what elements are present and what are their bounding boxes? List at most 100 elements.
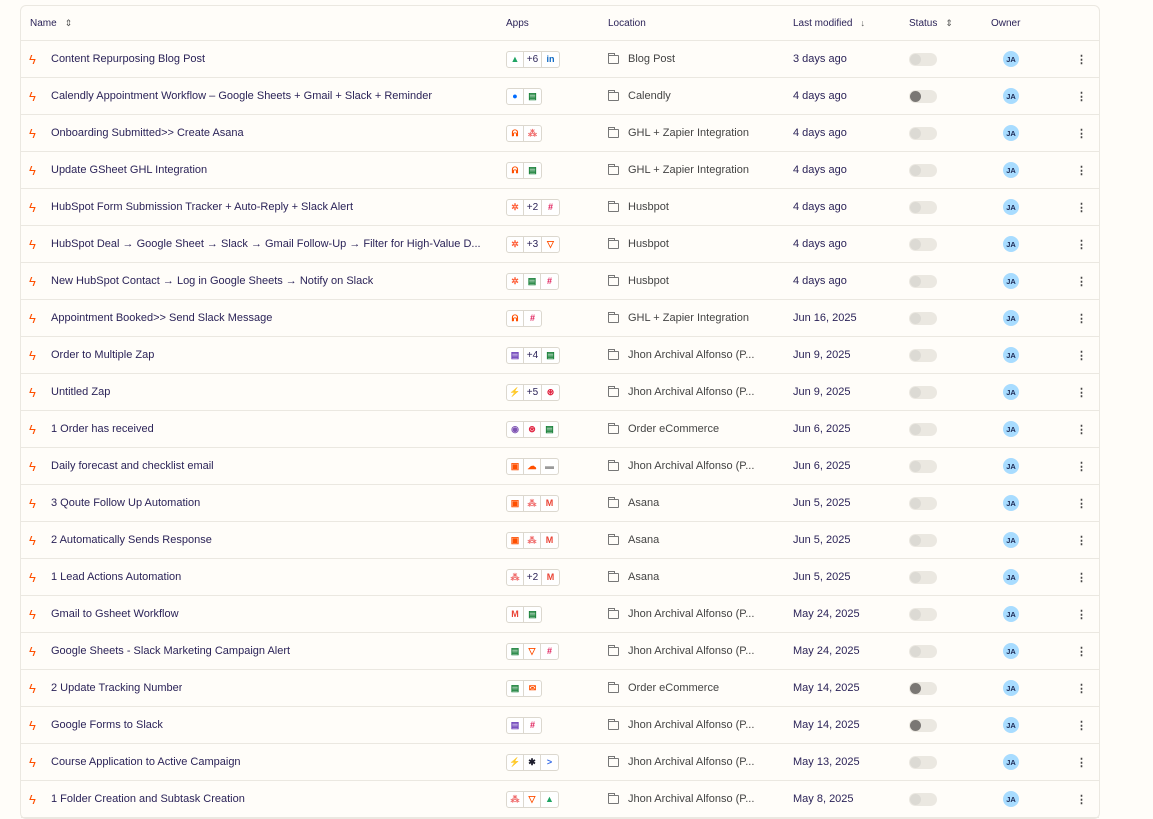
zap-row[interactable]: ϟ Google Forms to Slack ▤ # Jhon Archival … <box>21 707 1099 744</box>
status-toggle[interactable] <box>909 792 937 806</box>
status-column-header[interactable]: Status ⇕ <box>909 18 953 29</box>
zap-name[interactable]: Course Application to Active Campaign <box>51 756 241 768</box>
status-toggle[interactable] <box>909 533 937 547</box>
zap-row[interactable]: ϟ Course Application to Active Campaign ⚡… <box>21 744 1099 781</box>
more-options-icon[interactable]: ⋮ <box>1076 90 1087 103</box>
zap-name[interactable]: HubSpot Deal → Google Sheet → Slack → Gm… <box>51 238 481 250</box>
status-toggle[interactable] <box>909 459 937 473</box>
status-toggle[interactable] <box>909 385 937 399</box>
location-link[interactable]: Jhon Archival Alfonso (P... <box>608 607 754 620</box>
zap-name[interactable]: Daily forecast and checklist email <box>51 460 214 472</box>
status-toggle[interactable] <box>909 274 937 288</box>
more-options-icon[interactable]: ⋮ <box>1076 423 1087 436</box>
status-toggle[interactable] <box>909 496 937 510</box>
more-options-icon[interactable]: ⋮ <box>1076 793 1087 806</box>
zap-row[interactable]: ϟ HubSpot Deal → Google Sheet → Slack → G… <box>21 226 1099 263</box>
zap-row[interactable]: ϟ Google Sheets - Slack Marketing Campaig… <box>21 633 1099 670</box>
more-options-icon[interactable]: ⋮ <box>1076 275 1087 288</box>
zap-name[interactable]: 1 Lead Actions Automation <box>51 571 182 583</box>
more-options-icon[interactable]: ⋮ <box>1076 682 1087 695</box>
more-options-icon[interactable]: ⋮ <box>1076 756 1087 769</box>
status-toggle[interactable] <box>909 52 937 66</box>
sort-icon[interactable]: ⇕ <box>945 17 953 28</box>
zap-row[interactable]: ϟ Untitled Zap ⚡ +5 ⊛ Jhon Archival Alfonso… <box>21 374 1099 411</box>
status-toggle[interactable] <box>909 200 937 214</box>
location-link[interactable]: Jhon Archival Alfonso (P... <box>608 718 754 731</box>
zap-row[interactable]: ϟ Onboarding Submitted>> Create Asana ᕱ ⁂ … <box>21 115 1099 152</box>
location-link[interactable]: Asana <box>608 496 659 509</box>
more-options-icon[interactable]: ⋮ <box>1076 645 1087 658</box>
sort-descending-icon[interactable]: ↓ <box>860 18 865 28</box>
status-toggle[interactable] <box>909 237 937 251</box>
location-link[interactable]: GHL + Zapier Integration <box>608 311 749 324</box>
location-link[interactable]: Jhon Archival Alfonso (P... <box>608 459 754 472</box>
zap-row[interactable]: ϟ Order to Multiple Zap ▤ +4 ▤ Jhon Archiva… <box>21 337 1099 374</box>
more-options-icon[interactable]: ⋮ <box>1076 127 1087 140</box>
zap-name[interactable]: 1 Folder Creation and Subtask Creation <box>51 793 245 805</box>
more-options-icon[interactable]: ⋮ <box>1076 238 1087 251</box>
zap-name[interactable]: Gmail to Gsheet Workflow <box>51 608 179 620</box>
zap-name[interactable]: 3 Qoute Follow Up Automation <box>51 497 201 509</box>
name-column-header[interactable]: Name ⇕ <box>30 18 72 29</box>
zap-row[interactable]: ϟ Content Repurposing Blog Post ▲ +6 in Blo… <box>21 41 1099 78</box>
location-link[interactable]: Jhon Archival Alfonso (P... <box>608 755 754 768</box>
status-toggle[interactable] <box>909 607 937 621</box>
zap-row[interactable]: ϟ 1 Lead Actions Automation ⁂ +2 M Asana Ju… <box>21 559 1099 596</box>
location-link[interactable]: Asana <box>608 570 659 583</box>
last-modified-column-header[interactable]: Last modified ↓ <box>793 18 865 29</box>
zap-name[interactable]: Google Forms to Slack <box>51 719 163 731</box>
sort-icon[interactable]: ⇕ <box>64 17 73 28</box>
status-toggle[interactable] <box>909 422 937 436</box>
zap-name[interactable]: Untitled Zap <box>51 386 111 398</box>
status-toggle[interactable] <box>909 348 937 362</box>
zap-name[interactable]: 1 Order has received <box>51 423 154 435</box>
location-link[interactable]: Blog Post <box>608 52 675 65</box>
zap-row[interactable]: ϟ Gmail to Gsheet Workflow M ▤ Jhon Archiv… <box>21 596 1099 633</box>
more-options-icon[interactable]: ⋮ <box>1076 460 1087 473</box>
zap-name[interactable]: Calendly Appointment Workflow – Google S… <box>51 90 433 102</box>
more-options-icon[interactable]: ⋮ <box>1076 571 1087 584</box>
location-link[interactable]: Jhon Archival Alfonso (P... <box>608 385 754 398</box>
status-toggle[interactable] <box>909 718 937 732</box>
more-options-icon[interactable]: ⋮ <box>1076 386 1087 399</box>
location-link[interactable]: Jhon Archival Alfonso (P... <box>608 644 754 657</box>
zap-row[interactable]: ϟ Daily forecast and checklist email ▣ ☁ ▬ … <box>21 448 1099 485</box>
zap-row[interactable]: ϟ 2 Automatically Sends Response ▣ ⁂ M Asan… <box>21 522 1099 559</box>
location-link[interactable]: Jhon Archival Alfonso (P... <box>608 348 754 361</box>
zap-row[interactable]: ϟ HubSpot Form Submission Tracker + Auto-… <box>21 189 1099 226</box>
more-options-icon[interactable]: ⋮ <box>1076 164 1087 177</box>
more-options-icon[interactable]: ⋮ <box>1076 312 1087 325</box>
zap-name[interactable]: Appointment Booked>> Send Slack Message <box>51 312 273 324</box>
zap-name[interactable]: 2 Update Tracking Number <box>51 682 183 694</box>
status-toggle[interactable] <box>909 570 937 584</box>
location-link[interactable]: Jhon Archival Alfonso (P... <box>608 792 754 805</box>
zap-row[interactable]: ϟ 1 Order has received ◉ ⊛ ▤ Order eCommerc… <box>21 411 1099 448</box>
more-options-icon[interactable]: ⋮ <box>1076 534 1087 547</box>
status-toggle[interactable] <box>909 311 937 325</box>
zap-name[interactable]: HubSpot Form Submission Tracker + Auto-R… <box>51 201 354 213</box>
status-toggle[interactable] <box>909 163 937 177</box>
more-options-icon[interactable]: ⋮ <box>1076 349 1087 362</box>
location-link[interactable]: Husbpot <box>608 200 669 213</box>
location-link[interactable]: Asana <box>608 533 659 546</box>
zap-name[interactable]: Update GSheet GHL Integration <box>51 164 208 176</box>
zap-row[interactable]: ϟ Update GSheet GHL Integration ᕱ ▤ GHL + … <box>21 152 1099 189</box>
zap-name[interactable]: Onboarding Submitted>> Create Asana <box>51 127 244 139</box>
zap-row[interactable]: ϟ New HubSpot Contact → Log in Google She… <box>21 263 1099 300</box>
zap-name[interactable]: Content Repurposing Blog Post <box>51 53 206 65</box>
zap-row[interactable]: ϟ Appointment Booked>> Send Slack Message… <box>21 300 1099 337</box>
location-link[interactable]: GHL + Zapier Integration <box>608 163 749 176</box>
location-link[interactable]: Calendly <box>608 89 671 102</box>
more-options-icon[interactable]: ⋮ <box>1076 719 1087 732</box>
more-options-icon[interactable]: ⋮ <box>1076 608 1087 621</box>
zap-row[interactable]: ϟ Calendly Appointment Workflow – Google … <box>21 78 1099 115</box>
zap-name[interactable]: 2 Automatically Sends Response <box>51 534 212 546</box>
location-link[interactable]: Order eCommerce <box>608 681 719 694</box>
zap-name[interactable]: Google Sheets - Slack Marketing Campaign… <box>51 645 291 657</box>
zap-name[interactable]: New HubSpot Contact → Log in Google Shee… <box>51 275 374 287</box>
more-options-icon[interactable]: ⋮ <box>1076 53 1087 66</box>
location-link[interactable]: Order eCommerce <box>608 422 719 435</box>
